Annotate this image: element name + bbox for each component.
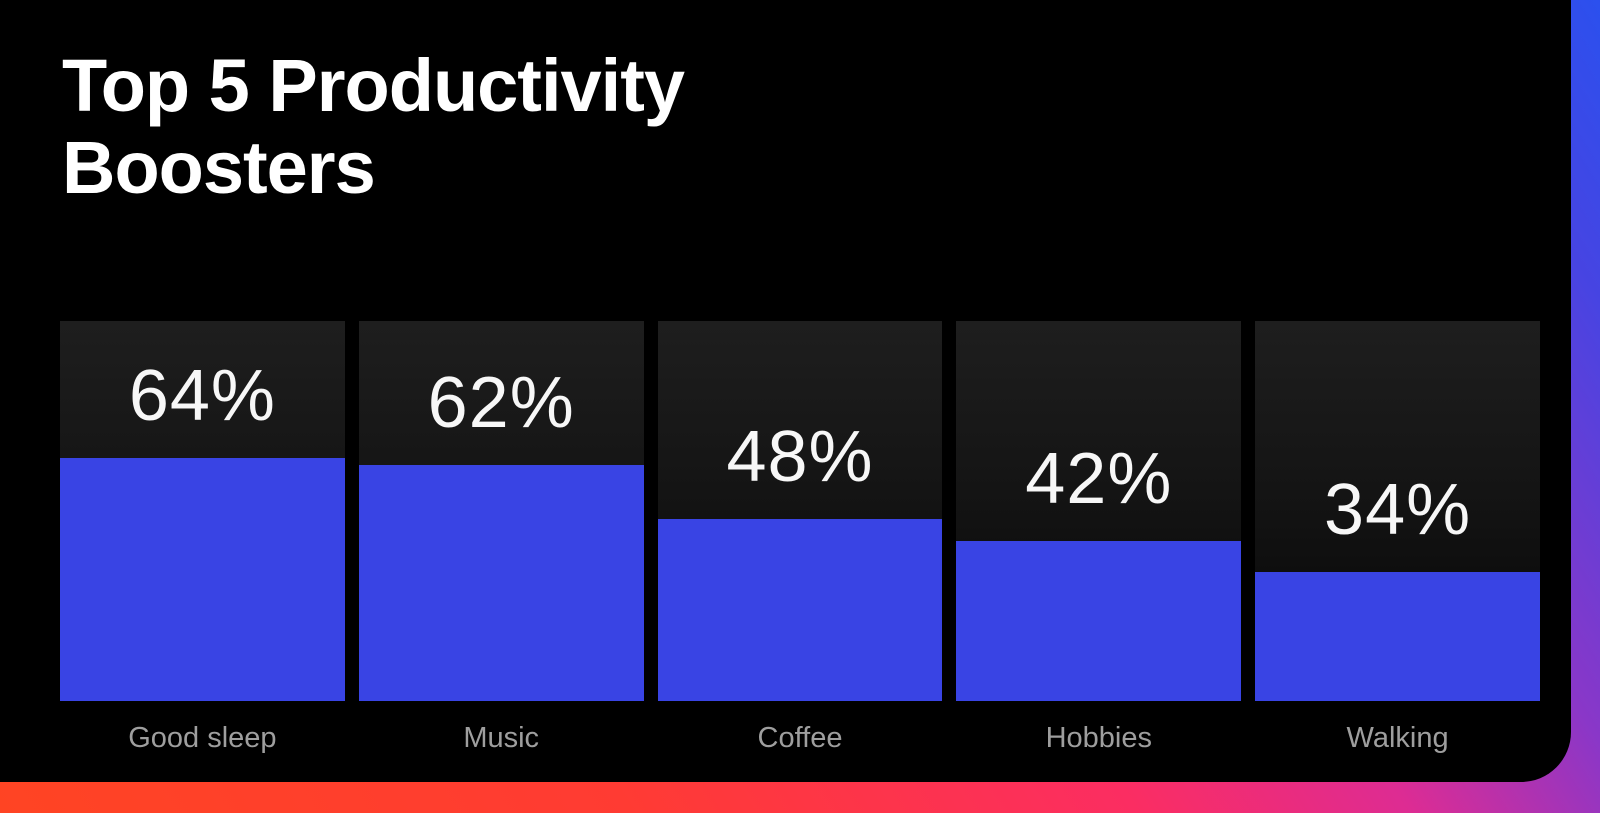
bar-category-label: Good sleep xyxy=(128,722,277,754)
bar-column: 62% Music xyxy=(358,321,644,754)
bar-column: 34% Walking xyxy=(1255,321,1540,754)
bar-column: 42% Hobbies xyxy=(956,321,1242,754)
bar-value-label: 48% xyxy=(726,416,874,497)
bar-chart: 64% Good sleep 62% Music 48% Coffee 42% … xyxy=(60,321,1540,754)
bar-category-label: Music xyxy=(463,722,540,754)
bar-fill xyxy=(657,518,943,701)
chart-title-line1: Top 5 Productivity xyxy=(62,44,685,127)
chart-panel: Top 5 Productivity Boosters 64% Good sle… xyxy=(0,0,1571,782)
chart-title: Top 5 Productivity Boosters xyxy=(62,44,685,209)
bar-fill xyxy=(358,465,644,701)
bar-value-label: 42% xyxy=(1025,439,1173,520)
bar-value-label: 64% xyxy=(128,355,276,436)
bar-value-label: 34% xyxy=(1324,469,1472,550)
bar-value-label: 62% xyxy=(427,363,575,444)
bar-fill xyxy=(1255,571,1540,701)
chart-title-line2: Boosters xyxy=(62,126,376,209)
bar-column: 64% Good sleep xyxy=(60,321,345,754)
bar-fill xyxy=(956,541,1242,701)
bar-category-label: Walking xyxy=(1346,722,1449,754)
bar-category-label: Hobbies xyxy=(1045,722,1152,754)
bar-column: 48% Coffee xyxy=(657,321,943,754)
bar-category-label: Coffee xyxy=(757,722,843,754)
bar-fill xyxy=(60,457,345,701)
